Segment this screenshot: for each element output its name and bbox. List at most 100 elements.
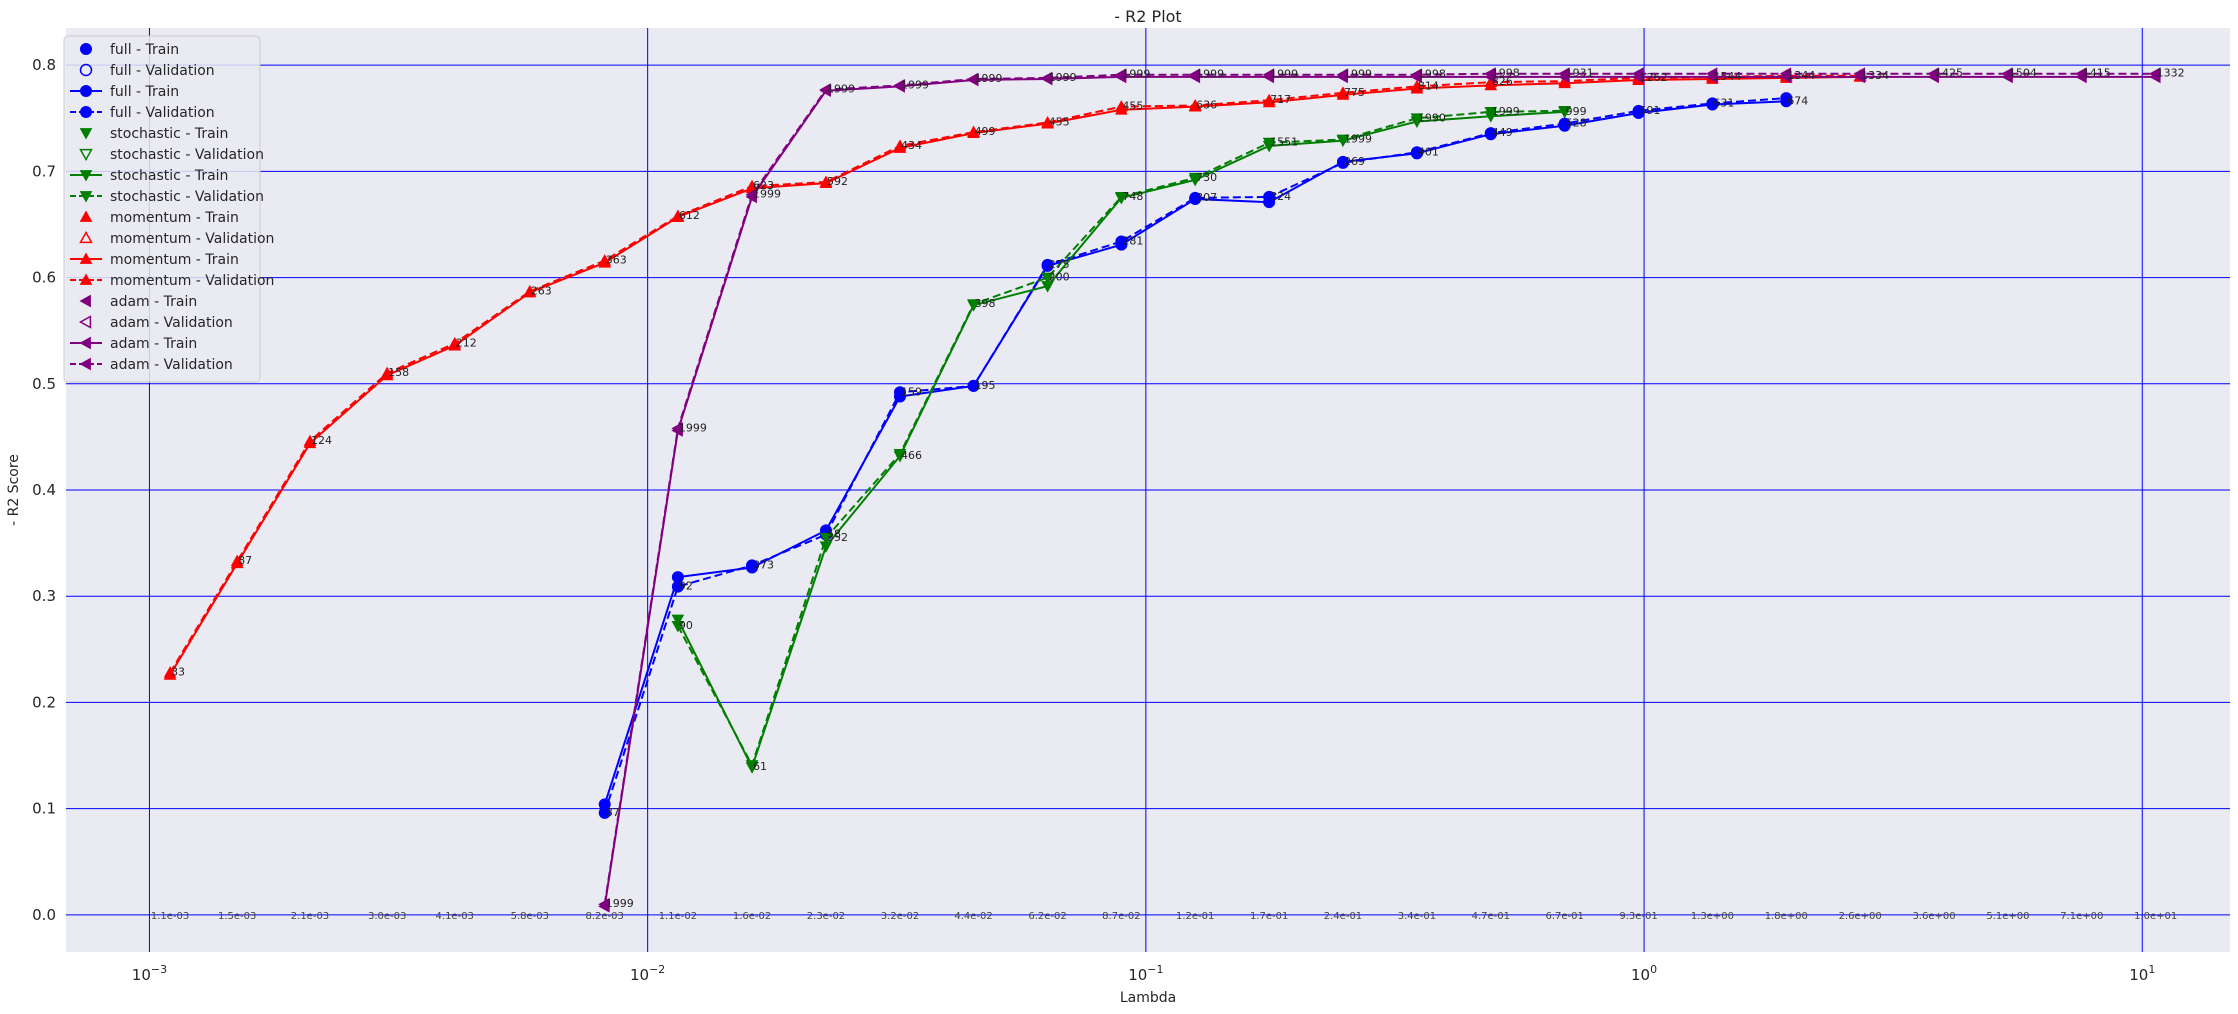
point-label: 352 (827, 531, 848, 544)
point-label: 1999 (975, 72, 1003, 85)
point-label: 999 (1566, 105, 1587, 118)
lambda-value-label: 8.7e-02 (1102, 911, 1140, 922)
data-point (1705, 67, 1718, 81)
legend-label: momentum - Validation (110, 273, 274, 289)
point-label: 1415 (2083, 67, 2111, 80)
data-point (1114, 68, 1127, 82)
point-label: 623 (753, 179, 774, 192)
y-tick-label: 0.6 (32, 269, 56, 287)
point-label: 1332 (2157, 67, 2185, 80)
point-label: 1999 (901, 78, 929, 91)
point-label: 1999 (1049, 71, 1077, 84)
point-label: 455 (1049, 116, 1070, 129)
legend-marker (79, 170, 93, 182)
data-point (598, 897, 610, 911)
series-layer (163, 67, 2161, 913)
point-label: 158 (388, 366, 409, 379)
data-point (2001, 67, 2013, 81)
data-point (230, 554, 244, 567)
data-point (671, 209, 685, 221)
data-point (745, 760, 759, 772)
point-label: 1504 (2009, 67, 2037, 80)
lambda-value-label: 1.3e+00 (1691, 911, 1734, 922)
lambda-value-label: 2.6e+00 (1839, 911, 1882, 922)
data-point (1410, 146, 1423, 159)
point-label: 200 (1049, 271, 1070, 284)
point-label: 449 (1492, 126, 1513, 139)
data-point (1115, 100, 1128, 112)
point-label: 33 (171, 666, 185, 679)
data-point (598, 806, 611, 819)
series-line (603, 75, 2156, 907)
legend-label: stochastic - Validation (110, 189, 264, 205)
x-tick-label: 10−2 (630, 963, 665, 984)
point-label: 748 (1122, 190, 1143, 203)
data-point (1041, 71, 1053, 85)
data-point (1336, 134, 1350, 147)
data-point (1189, 191, 1202, 204)
lambda-value-label: 3.4e-01 (1398, 911, 1436, 922)
y-tick-label: 0.4 (32, 481, 56, 499)
legend-label: adam - Train (110, 336, 197, 352)
legend-entry: momentum - Validation (70, 273, 274, 289)
series-line (169, 75, 1861, 676)
point-label: 612 (679, 209, 700, 222)
legend-entry: stochastic - Validation (79, 147, 264, 163)
legend-marker (79, 191, 93, 203)
data-point (819, 532, 833, 545)
point-label: 455 (1122, 100, 1143, 113)
lambda-value-label: 6.7e-01 (1545, 911, 1583, 922)
point-label: 269 (1344, 155, 1365, 168)
y-tick-labels: 0.0 0.1 0.2 0.3 0.4 0.5 0.6 0.7 0.8 (32, 56, 56, 924)
data-point (1410, 113, 1424, 125)
chart-title: - R2 Plot (1114, 7, 1181, 26)
data-point (1262, 93, 1276, 106)
legend-label: momentum - Train (110, 252, 239, 268)
point-label: 61 (753, 760, 767, 773)
data-point (967, 72, 979, 86)
data-point (1041, 115, 1054, 128)
y-axis-label: - R2 Score (6, 454, 22, 526)
point-label: 307 (1196, 191, 1217, 204)
data-point (1262, 137, 1276, 150)
lambda-value-label: 2.4e-01 (1324, 911, 1362, 922)
data-point (1558, 105, 1571, 118)
data-point (1188, 68, 1201, 82)
point-label: 58 (827, 528, 841, 541)
point-label: 373 (753, 558, 774, 571)
data-point (1262, 68, 1275, 82)
data-point (671, 422, 683, 435)
data-point (745, 188, 757, 202)
point-label: 324 (1270, 190, 1291, 203)
legend-label: adam - Validation (110, 315, 233, 331)
lambda-value-label: 9.3e-01 (1619, 911, 1657, 922)
point-label: 528 (1566, 117, 1587, 130)
lambda-value-label: 2.3e-02 (807, 911, 845, 922)
point-label: 466 (901, 449, 922, 462)
lambda-value-label: 4.4e-02 (954, 911, 992, 922)
point-label: 1998 (1492, 67, 1520, 80)
point-label: 195 (975, 379, 996, 392)
data-point (893, 448, 907, 461)
point-labels: 195 269 674 87 92 373 58 159 275 281 307 324 401 449 5… (171, 67, 2185, 911)
x-tick-label: 10−3 (132, 963, 167, 984)
lambda-value-label: 4.1e-03 (436, 911, 474, 922)
legend-marker (79, 294, 91, 308)
legend-label: momentum - Train (110, 210, 239, 226)
y-tick-label: 0.2 (32, 693, 56, 711)
data-point (819, 83, 831, 96)
data-point (2149, 67, 2161, 81)
point-label: 90 (679, 619, 693, 632)
point-label: 1999 (1122, 68, 1150, 81)
point-label: 1999 (1344, 68, 1372, 81)
y-tick-label: 0.5 (32, 375, 56, 393)
point-label: 1334 (1861, 69, 1889, 82)
lambda-tick-annotations: 1.1e-03 1.5e-03 2.1e-03 3.0e-03 4.1e-03 5.8e-… (151, 911, 2177, 922)
x-axis-label: Lambda (1120, 990, 1176, 1006)
data-point (1632, 104, 1645, 117)
data-point (1115, 235, 1128, 248)
data-point (2075, 67, 2087, 81)
y-tick-label: 0.0 (32, 906, 56, 924)
legend-entry: momentum - Train (79, 210, 239, 226)
